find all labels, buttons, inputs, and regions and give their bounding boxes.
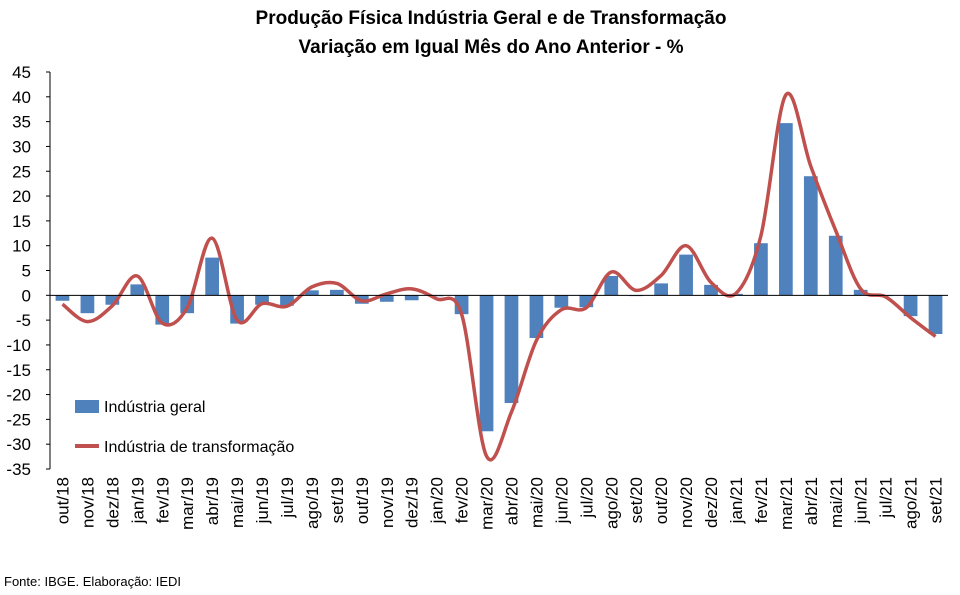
x-tick-label: mai/20: [527, 477, 546, 528]
bar-mai-21: [828, 235, 843, 296]
x-axis-ticks: out/18 nov/18 dez/18 jan/19 fev/19 mar/19 abr/…: [53, 477, 945, 530]
bar-series: [55, 123, 943, 432]
y-tick-label: 10: [12, 237, 31, 256]
x-tick-label: dez/18: [103, 477, 122, 528]
x-tick-label: jul/20: [577, 477, 596, 519]
x-tick-label: ago/21: [902, 477, 921, 529]
x-tick-label: mai/19: [228, 477, 247, 528]
y-tick-label: -20: [6, 386, 31, 405]
bar-jun-20: [554, 295, 569, 308]
legend-label-industria-transformacao: Indústria de transformação: [104, 439, 294, 456]
x-tick-label: abr/20: [502, 477, 521, 525]
y-tick-label: 20: [12, 187, 31, 206]
x-tick-label: fev/19: [153, 477, 172, 523]
y-tick-label: 15: [12, 212, 31, 231]
y-tick-label: -30: [6, 435, 31, 454]
y-tick-label: 30: [12, 137, 31, 156]
y-tick-label: -10: [6, 336, 31, 355]
x-tick-label: set/20: [627, 477, 646, 523]
bar-dez-20: [704, 284, 718, 296]
x-tick-label: jan/19: [128, 477, 147, 524]
bar-jun-21: [853, 289, 868, 296]
bar-ago-20: [604, 275, 619, 296]
bar-mar-21: [779, 123, 793, 296]
bar-jul-20: [579, 295, 594, 308]
bar-dez-19: [404, 295, 419, 301]
x-tick-label: set/19: [328, 477, 347, 523]
chart-subtitle: Variação em Igual Mês do Ano Anterior - …: [298, 37, 683, 58]
bar-ago-19: [305, 290, 319, 296]
x-tick-label: mar/19: [178, 477, 197, 530]
source-note: Fonte: IBGE. Elaboração: IEDI: [4, 574, 182, 589]
x-tick-label: nov/19: [378, 477, 397, 528]
bar-abr-20: [504, 295, 519, 403]
bar-set-19: [330, 289, 344, 296]
bar-set-21: [928, 295, 943, 335]
x-tick-label: fev/21: [752, 477, 771, 523]
x-tick-label: out/18: [53, 477, 72, 524]
x-tick-label: out/19: [353, 477, 372, 524]
y-tick-label: 40: [12, 88, 31, 107]
bar-fev-21: [754, 243, 768, 296]
x-tick-label: abr/21: [802, 477, 821, 525]
bar-dez-18: [105, 295, 120, 305]
y-tick-label: 25: [12, 162, 31, 181]
x-tick-label: jun/19: [253, 477, 272, 524]
y-tick-label: 0: [22, 286, 31, 305]
y-tick-label: -15: [6, 361, 31, 380]
y-axis-ticks: 45 40 35 30 25 20 15 10 5 0 -5 -10 -15 -20 -25 -30 -35: [6, 63, 50, 479]
y-tick-label: 5: [22, 262, 31, 281]
bar-nov-19: [379, 295, 394, 302]
x-tick-label: nov/18: [78, 477, 97, 528]
x-tick-label: jan/21: [727, 477, 746, 524]
bar-ago-21: [903, 295, 918, 317]
x-tick-label: mar/21: [777, 477, 796, 530]
bar-fev-19: [155, 295, 170, 325]
x-tick-label: fev/20: [453, 477, 472, 523]
bar-abr-19: [205, 257, 219, 296]
legend-swatch-industria-geral: [75, 400, 99, 413]
x-tick-label: nov/20: [677, 477, 696, 528]
line-industria-transformacao: [61, 91, 937, 462]
bar-abr-21: [803, 176, 818, 296]
legend-label-industria-geral: Indústria geral: [104, 399, 205, 416]
y-tick-label: 35: [12, 113, 31, 132]
bar-jan-19: [130, 284, 145, 296]
y-tick-label: -5: [16, 311, 31, 330]
x-tick-label: ago/20: [602, 477, 621, 529]
bar-mai-20: [529, 295, 544, 338]
y-tick-label: -25: [6, 410, 31, 429]
chart-title: Produção Física Indústria Geral e de Tra…: [256, 8, 727, 29]
line-series: [61, 91, 937, 462]
x-tick-label: abr/19: [203, 477, 222, 525]
x-tick-label: dez/20: [702, 477, 721, 528]
x-tick-label: dez/19: [403, 477, 422, 528]
x-tick-label: jan/20: [428, 477, 447, 524]
bar-out-20: [654, 283, 668, 296]
bar-out-18: [55, 295, 70, 301]
x-tick-label: jun/21: [852, 477, 871, 524]
x-tick-label: mai/21: [827, 477, 846, 528]
bar-mar-20: [479, 295, 494, 432]
x-tick-label: out/20: [652, 477, 671, 524]
x-tick-label: jul/19: [278, 477, 297, 519]
y-tick-label: 45: [12, 63, 31, 82]
x-tick-label: set/21: [927, 477, 946, 523]
legend: Indústria geral Indústria de transformaç…: [75, 399, 294, 456]
x-tick-label: ago/19: [303, 477, 322, 529]
bar-jun-19: [255, 295, 269, 305]
bar-nov-20: [679, 254, 693, 296]
y-tick-label: -35: [6, 460, 31, 479]
bar-jul-19: [280, 295, 294, 306]
x-tick-label: jul/21: [877, 477, 896, 519]
x-tick-label: mar/20: [478, 477, 497, 530]
x-tick-label: jun/20: [552, 477, 571, 524]
bar-nov-18: [80, 295, 95, 314]
